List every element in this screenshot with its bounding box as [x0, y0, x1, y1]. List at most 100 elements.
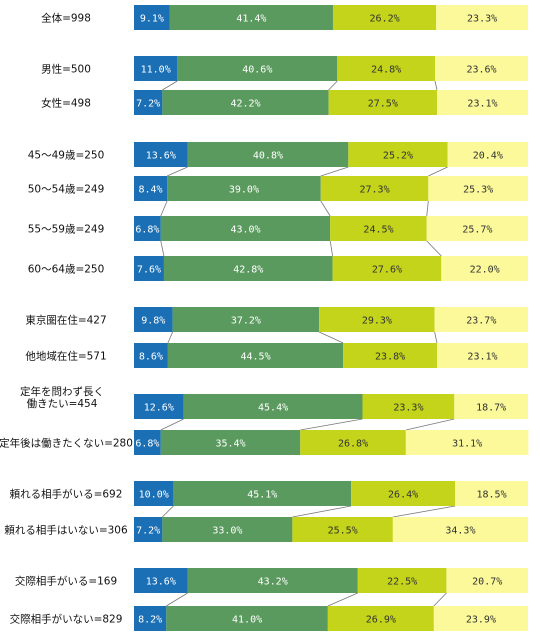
bar-segment-2-1	[162, 90, 329, 115]
bar-segment-14-3	[433, 606, 528, 631]
value-label-11-3: 18.5%	[476, 490, 506, 501]
connector-line-3-0-1	[167, 331, 173, 344]
category-label-line: 頼れる相手はいない=306	[4, 524, 128, 537]
value-label-5-1: 43.0%	[230, 225, 260, 236]
value-label-11-1: 45.1%	[247, 490, 277, 501]
bar-segment-0-3	[436, 5, 528, 30]
category-label-line: 60～64歳=250	[28, 264, 105, 276]
value-label-0-2: 26.2%	[370, 14, 400, 25]
connector-line-6-0-1	[166, 592, 188, 607]
category-label-line: 45～49歳=250	[28, 150, 105, 162]
bar-segment-8-1	[167, 343, 344, 368]
value-label-4-0: 8.4%	[139, 185, 163, 196]
connector-line-2-2-2	[329, 240, 333, 257]
row-labels: 全体=998 男性=500 女性=498 45～49歳=250 50～54歳=249 55…	[0, 12, 133, 626]
value-label-1-3: 23.6%	[466, 65, 496, 76]
category-label-0: 全体=998	[41, 12, 91, 25]
value-label-14-0: 8.2%	[138, 615, 162, 626]
value-label-12-1: 33.0%	[212, 526, 242, 537]
bar-segment-9-3	[454, 394, 528, 419]
connector-line-2-2-3	[426, 240, 442, 257]
value-label-3-2: 25.2%	[383, 151, 413, 162]
bar-segment-14-1	[166, 606, 328, 631]
bar-segment-13-2	[357, 568, 447, 593]
value-label-9-3: 18.7%	[476, 403, 506, 414]
category-label-4: 50～54歳=249	[28, 184, 105, 196]
bar-segment-6-2	[332, 256, 442, 281]
value-label-0-3: 23.3%	[467, 14, 497, 25]
connector-line-2-1-3	[426, 200, 429, 217]
bar-segment-8-3	[436, 343, 528, 368]
bar-segment-7-1	[172, 307, 320, 332]
bar-segment-12-1	[162, 517, 293, 542]
bar-segment-1-0	[134, 56, 178, 81]
value-label-7-2: 29.3%	[362, 316, 392, 327]
value-label-8-2: 23.8%	[375, 352, 405, 363]
connector-line-4-0-2	[300, 418, 363, 431]
bar-segment-9-2	[362, 394, 455, 419]
value-label-1-0: 11.0%	[141, 65, 171, 76]
value-label-3-1: 40.8%	[253, 151, 283, 162]
bar-segment-0-2	[332, 5, 437, 30]
category-label-5: 55～59歳=249	[28, 224, 105, 236]
value-label-6-1: 42.8%	[233, 265, 263, 276]
bar-segment-3-2	[348, 142, 448, 167]
connector-line-1-0-1	[162, 80, 178, 91]
category-label-line: 東京圏在住=427	[25, 314, 106, 327]
connector-line-2-0-2	[320, 166, 349, 177]
category-label-7: 東京圏在住=427	[25, 314, 106, 327]
category-label-2: 女性=498	[41, 97, 91, 110]
bar-segment-4-1	[167, 176, 321, 201]
bar-segment-0-1	[169, 5, 333, 30]
category-label-10: 定年後は働きたくない=280	[0, 437, 133, 450]
connector-line-2-0-3	[428, 166, 448, 177]
bar-segment-13-1	[187, 568, 358, 593]
value-label-4-1: 39.0%	[229, 185, 259, 196]
connector-line-1-0-3	[434, 80, 438, 91]
bar-segment-6-3	[441, 256, 528, 281]
bar-segment-10-2	[300, 430, 406, 455]
bar-segment-2-2	[328, 90, 437, 115]
value-label-6-2: 27.6%	[372, 265, 402, 276]
value-label-5-2: 24.5%	[363, 225, 393, 236]
value-label-12-2: 25.5%	[328, 526, 358, 537]
bar-segment-1-3	[435, 56, 528, 81]
value-label-2-2: 27.5%	[368, 99, 398, 110]
category-label-9: 定年を問わず長く働きたい=454	[20, 385, 104, 410]
value-label-1-1: 40.6%	[242, 65, 272, 76]
bar-segment-1-2	[337, 56, 436, 81]
value-label-10-2: 26.8%	[338, 439, 368, 450]
bar-segment-2-3	[436, 90, 528, 115]
value-label-13-0: 13.6%	[146, 577, 176, 588]
category-label-14: 交際相手がいない=829	[10, 613, 123, 626]
connector-line-3-0-3	[434, 331, 438, 344]
bar-segment-4-3	[428, 176, 528, 201]
value-label-13-2: 22.5%	[387, 577, 417, 588]
category-label-1: 男性=500	[41, 63, 91, 76]
bar-segment-8-2	[343, 343, 437, 368]
bar-segment-5-0	[134, 216, 161, 241]
category-label-line: 55～59歳=249	[28, 224, 105, 236]
category-label-line: 頼れる相手がいる=692	[10, 488, 123, 501]
bar-segment-11-3	[455, 481, 528, 506]
value-label-4-3: 25.3%	[463, 185, 493, 196]
connector-lines	[160, 80, 456, 607]
bar-segment-4-0	[134, 176, 168, 201]
value-label-6-0: 7.6%	[137, 265, 161, 276]
bar-segment-0-0	[134, 5, 170, 30]
category-label-line: 定年後は働きたくない=280	[0, 437, 133, 450]
bar-segment-12-0	[134, 517, 163, 542]
bar-segment-8-0	[134, 343, 168, 368]
category-label-3: 45～49歳=250	[28, 150, 105, 162]
value-label-7-1: 37.2%	[231, 316, 261, 327]
connector-line-2-1-2	[320, 200, 331, 217]
value-label-7-3: 23.7%	[466, 316, 496, 327]
bar-segment-13-0	[134, 568, 188, 593]
bar-segment-14-0	[134, 606, 167, 631]
connector-line-6-0-3	[433, 592, 447, 607]
category-label-line: 他地域在住=571	[25, 350, 106, 363]
value-label-3-0: 13.6%	[146, 151, 176, 162]
connector-line-3-0-2	[319, 331, 344, 344]
